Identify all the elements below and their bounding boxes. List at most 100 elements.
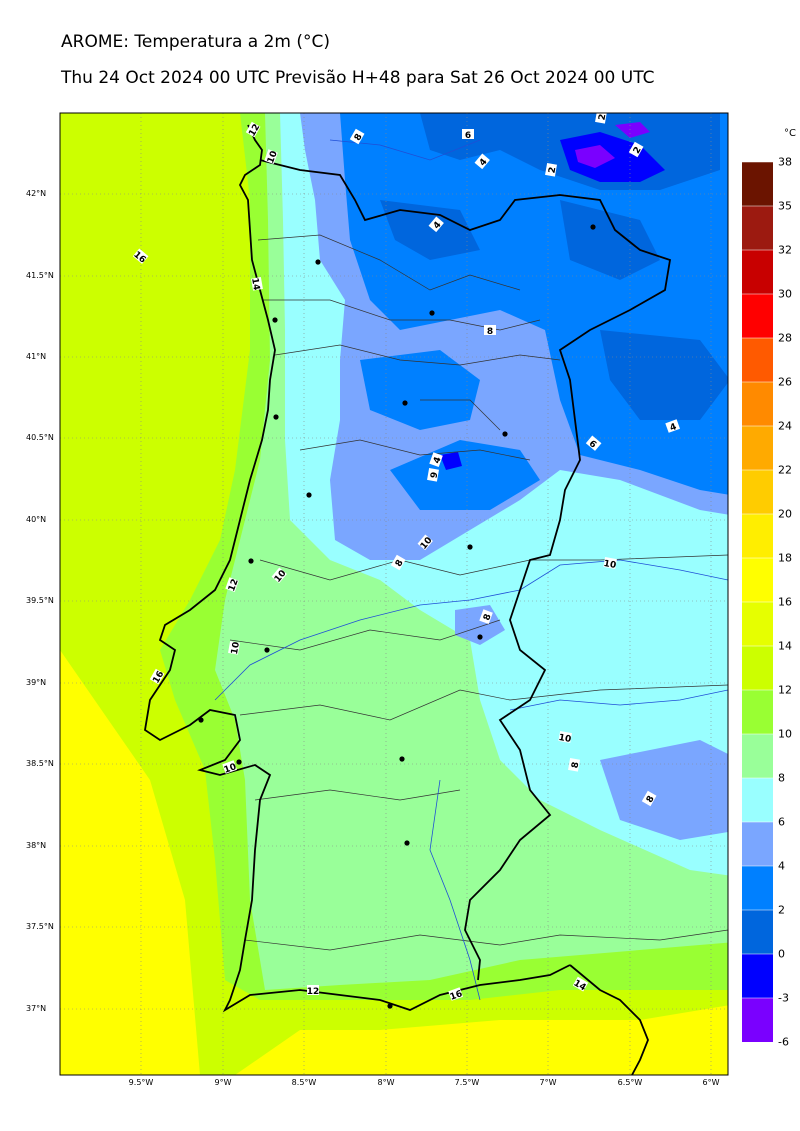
colorbar-swatch (742, 514, 773, 558)
contour-label: 4 (474, 153, 490, 170)
contour-label: 10 (222, 760, 238, 776)
svg-text:9: 9 (430, 471, 441, 479)
colorbar-label: 10 (778, 727, 792, 741)
latitude-label: 39°N (26, 678, 47, 687)
contour-label: 2 (545, 163, 559, 177)
colorbar-swatch (742, 250, 773, 294)
colorbar-swatch (742, 162, 773, 206)
colorbar-label: 8 (778, 771, 785, 785)
colorbar-swatch (742, 822, 773, 866)
svg-text:10: 10 (558, 733, 572, 745)
colorbar-label: 32 (778, 243, 792, 257)
colorbar-swatch (742, 382, 773, 426)
longitude-label: 9°W (214, 1078, 232, 1087)
city-markers (198, 224, 596, 1009)
svg-text:10: 10 (266, 150, 280, 165)
colorbar-label: 18 (778, 551, 792, 565)
map-title: AROME: Temperatura a 2m (°C) (61, 32, 331, 52)
contour-label: 4 (428, 216, 444, 233)
latitude-label: 41°N (26, 352, 47, 361)
longitude-label: 6°W (702, 1078, 720, 1087)
svg-text:4: 4 (669, 422, 678, 434)
contour-label: 8 (390, 554, 406, 571)
colorbar-label: 4 (778, 859, 785, 873)
district-boundaries (229, 234, 728, 951)
contour-label: 14 (249, 277, 263, 291)
colorbar-label: 14 (778, 639, 792, 653)
contour-label: 6 (462, 129, 474, 141)
contour-label: 6 (585, 435, 602, 451)
latitude-label: 39.5°N (26, 596, 54, 605)
colorbar-label: -6 (778, 1035, 789, 1049)
latitude-label: 40.5°N (26, 433, 54, 442)
longitude-label: 8°W (377, 1078, 395, 1087)
contour-label: 2 (595, 110, 609, 124)
svg-text:8: 8 (482, 613, 494, 622)
colorbar-swatch (742, 778, 773, 822)
graticule (60, 113, 728, 1075)
colorbar (742, 161, 773, 1042)
contour-label: 10 (228, 641, 242, 655)
svg-text:10: 10 (223, 762, 238, 776)
contour-label: 4 (665, 419, 681, 434)
colorbar-swatch (742, 954, 773, 998)
colorbar-label: 22 (778, 463, 792, 477)
contour-label: 10 (603, 557, 617, 571)
colorbar-swatch (742, 470, 773, 514)
contour-label: 8 (479, 609, 494, 625)
svg-text:6: 6 (465, 131, 471, 141)
contour-label: 9 (427, 468, 441, 482)
latitude-label: 38°N (26, 841, 47, 850)
svg-text:4: 4 (432, 456, 444, 465)
svg-text:12: 12 (307, 987, 320, 997)
rivers (214, 139, 728, 1001)
colorbar-unit: °C (784, 128, 796, 139)
svg-text:4: 4 (432, 220, 444, 231)
svg-text:8: 8 (645, 794, 657, 804)
svg-text:4: 4 (478, 157, 490, 168)
colorbar-label: 12 (778, 683, 792, 697)
colorbar-label: 30 (778, 287, 792, 301)
contour-label: 8 (349, 128, 365, 145)
latitude-label: 42°N (26, 189, 47, 198)
colorbar-label: 38 (778, 155, 792, 169)
svg-text:10: 10 (230, 641, 242, 655)
svg-text:10: 10 (603, 559, 617, 571)
colorbar-label: 6 (778, 815, 785, 829)
svg-text:2: 2 (632, 145, 644, 155)
colorbar-swatch (742, 910, 773, 954)
svg-text:8: 8 (487, 327, 493, 337)
colorbar-label: 16 (778, 595, 792, 609)
latitude-label: 38.5°N (26, 759, 54, 768)
contour-label: 2 (628, 141, 644, 158)
svg-text:8: 8 (571, 761, 582, 769)
svg-text:8: 8 (394, 558, 406, 568)
contour-label: 12 (225, 577, 241, 593)
colorbar-label: 20 (778, 507, 792, 521)
temperature-field (60, 113, 728, 1075)
svg-text:14: 14 (249, 277, 261, 291)
svg-text:12: 12 (227, 578, 241, 593)
colorbar-label: 35 (778, 199, 792, 213)
colorbar-label: 2 (778, 903, 785, 917)
longitude-label: 8.5°W (291, 1078, 317, 1087)
svg-text:2: 2 (598, 113, 609, 121)
colorbar-swatch (742, 338, 773, 382)
longitude-label: 7°W (539, 1078, 557, 1087)
svg-text:2: 2 (548, 166, 559, 174)
latitude-label: 41.5°N (26, 271, 54, 280)
colorbar-swatch (742, 206, 773, 250)
colorbar-swatch (742, 426, 773, 470)
latitude-label: 37.5°N (26, 922, 54, 931)
contour-label: 4 (429, 452, 444, 468)
colorbar-label: 28 (778, 331, 792, 345)
colorbar-swatch (742, 294, 773, 338)
colorbar-swatch (742, 602, 773, 646)
contour-label: 8 (568, 758, 582, 772)
longitude-label: 7.5°W (454, 1078, 480, 1087)
colorbar-label: 24 (778, 419, 792, 433)
colorbar-swatch (742, 690, 773, 734)
colorbar-swatch (742, 734, 773, 778)
colorbar-label: 0 (778, 947, 785, 961)
